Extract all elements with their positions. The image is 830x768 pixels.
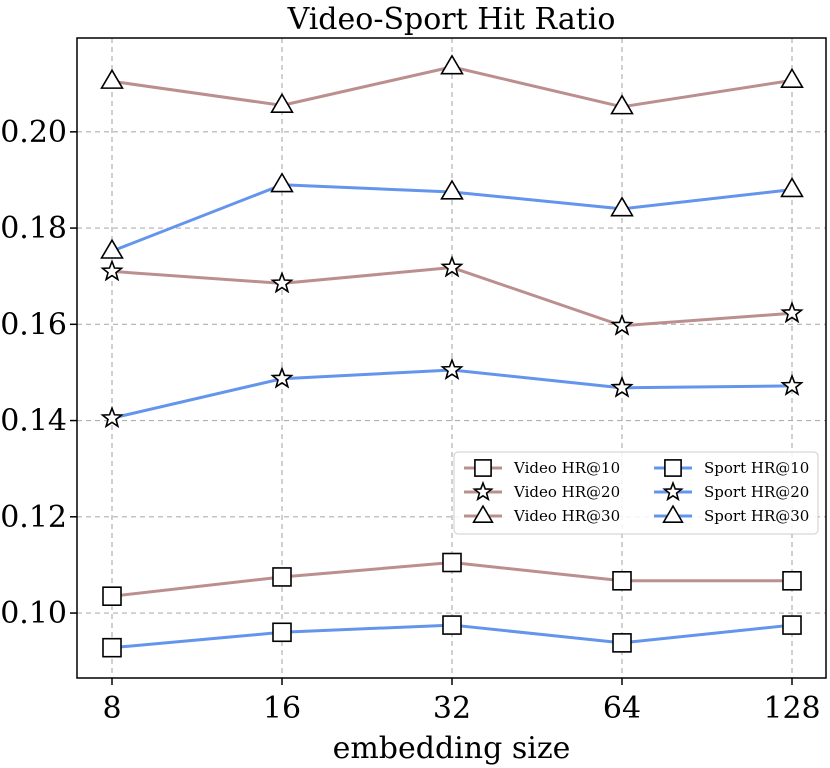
data-point-square [612, 570, 632, 591]
legend-item: Sport HR@20 [654, 480, 809, 502]
legend-marker-triangle [662, 504, 684, 523]
data-point-star [270, 366, 294, 389]
series-layer [100, 54, 804, 658]
x-tick-label: 64 [603, 691, 641, 726]
data-point-square [102, 586, 122, 606]
chart-title: Video-Sport Hit Ratio [287, 2, 616, 37]
legend-label: Video HR@20 [513, 483, 620, 501]
x-tick-label: 16 [263, 691, 301, 726]
data-point-triangle [780, 176, 804, 198]
data-point-star [440, 255, 464, 278]
legend-box [453, 451, 819, 535]
legend-item: Video HR@30 [464, 504, 620, 525]
data-point-triangle [270, 92, 294, 113]
legend-marker-square [474, 459, 492, 477]
data-point-square [782, 615, 802, 635]
series-video-hr-30 [100, 54, 804, 115]
series-sport-hr-30 [100, 172, 804, 259]
data-point-star [610, 375, 634, 398]
y-tick-label: 0.10 [0, 596, 67, 631]
legend-label: Sport HR@20 [704, 483, 809, 501]
data-point-square [612, 633, 632, 653]
series-sport-hr-10 [102, 615, 802, 658]
data-point-triangle [440, 179, 464, 200]
legend: Video HR@10 Video HR@20 Video HR@30 Sport H… [453, 451, 819, 535]
series-video-hr-10 [102, 552, 802, 606]
data-point-square [442, 615, 462, 635]
legend-label: Sport HR@30 [704, 507, 809, 525]
data-point-star [780, 300, 804, 324]
series-sport-hr-20 [100, 357, 804, 429]
data-point-square [272, 622, 292, 643]
data-point-square [442, 552, 462, 573]
data-point-triangle [100, 68, 124, 89]
legend-item: Sport HR@30 [654, 504, 809, 525]
x-axis-label: embedding size [333, 731, 571, 766]
data-point-star [100, 259, 124, 282]
data-point-star [100, 405, 124, 429]
y-tick-label: 0.12 [0, 500, 67, 535]
y-tick-label: 0.16 [0, 307, 67, 342]
data-point-triangle [270, 172, 294, 193]
x-tick-label: 32 [433, 691, 471, 726]
legend-marker-square [664, 459, 682, 477]
data-point-square [102, 637, 122, 658]
legend-item: Sport HR@10 [654, 459, 809, 477]
y-tick-label: 0.14 [0, 404, 67, 439]
legend-marker-star [472, 480, 494, 502]
legend-marker-star [662, 480, 684, 502]
series-video-hr-20 [100, 255, 804, 336]
legend-label: Video HR@30 [513, 507, 620, 525]
data-point-square [272, 567, 292, 587]
data-point-star [440, 357, 464, 380]
axis-ticks: 8 16 32 64 128 0.10 0.12 0.14 0.16 0.18 0.20 [0, 115, 820, 726]
data-point-star [270, 271, 294, 294]
legend-marker-triangle [472, 504, 494, 523]
legend-label: Video HR@10 [513, 459, 620, 477]
x-tick-label: 8 [102, 691, 121, 726]
data-point-triangle [780, 67, 804, 88]
legend-item: Video HR@10 [464, 459, 620, 477]
y-tick-label: 0.20 [0, 115, 67, 150]
data-point-star [610, 313, 634, 336]
legend-item: Video HR@20 [464, 480, 620, 502]
data-point-triangle [440, 54, 464, 75]
data-point-triangle [100, 238, 124, 259]
data-point-triangle [610, 94, 634, 115]
legend-label: Sport HR@10 [704, 459, 809, 477]
y-tick-label: 0.18 [0, 211, 67, 246]
data-point-star [780, 373, 804, 396]
data-point-square [782, 570, 802, 591]
x-tick-label: 128 [763, 691, 820, 726]
data-point-triangle [610, 196, 634, 217]
